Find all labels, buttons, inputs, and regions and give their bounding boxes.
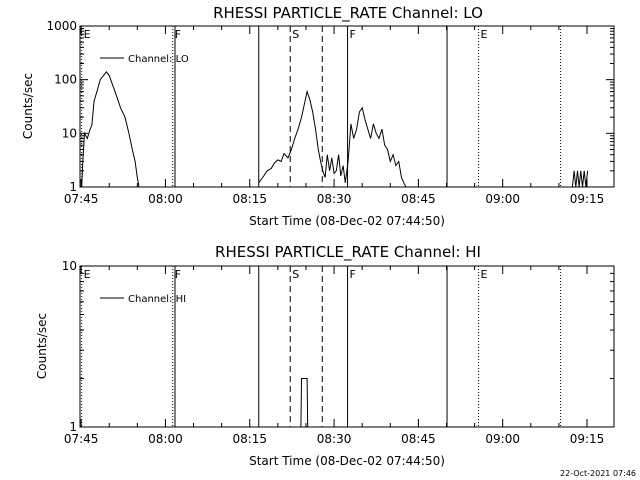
- series-line-segment-0: [81, 70, 140, 188]
- x-tick-label: 08:45: [401, 432, 436, 446]
- marker-label-f-1: F: [175, 28, 181, 41]
- marker-label-e-0: E: [84, 268, 91, 281]
- yticks-hi: 1 10: [62, 259, 614, 434]
- x-tick-label: 09:15: [570, 192, 605, 206]
- series-lo: [81, 70, 589, 188]
- xticks-lo: 07:45 08:00 08:15 08:30 08:45 09:00 09:15: [64, 26, 604, 206]
- yticks-lo: 1 10 100 1000: [46, 19, 614, 194]
- y-tick-label: 1: [69, 420, 77, 434]
- y-axis-label-lo: Counts/sec: [21, 73, 35, 139]
- legend-label-lo: Channel: LO: [128, 54, 189, 65]
- x-tick-label: 07:45: [64, 432, 99, 446]
- series-line-segment-2: [571, 170, 589, 188]
- plot-frame-lo: [79, 25, 615, 188]
- chart-title-lo: RHESSI PARTICLE_RATE Channel: LO: [213, 4, 483, 23]
- x-tick-label: 08:15: [232, 192, 267, 206]
- x-axis-label-lo: Start Time (08-Dec-02 07:44:50): [249, 214, 445, 228]
- x-tick-label: 08:30: [317, 192, 352, 206]
- xticks-hi: 07:45 08:00 08:15 08:30 08:45 09:00 09:15: [64, 266, 604, 446]
- x-tick-label: 09:00: [485, 432, 520, 446]
- x-tick-label: 09:00: [485, 192, 520, 206]
- y-tick-label: 1000: [46, 19, 77, 33]
- x-tick-label: 08:00: [148, 192, 183, 206]
- marker-label-s-4: S: [292, 28, 299, 41]
- marker-label-f-6: F: [350, 28, 356, 41]
- x-axis-label-hi: Start Time (08-Dec-02 07:44:50): [249, 454, 445, 468]
- marker-label-f-1: F: [175, 268, 181, 281]
- marker-label-s-4: S: [292, 268, 299, 281]
- marker-label-e-8: E: [481, 28, 488, 41]
- series-line-segment-0: [300, 378, 309, 428]
- y-tick-label: 100: [54, 73, 77, 87]
- timestamp-footer: 22-Oct-2021 07:46: [560, 469, 636, 478]
- marker-label-f-6: F: [350, 268, 356, 281]
- x-tick-label: 08:15: [232, 432, 267, 446]
- y-tick-label: 1: [69, 180, 77, 194]
- y-axis-label-hi: Counts/sec: [35, 313, 49, 379]
- panel-lo: RHESSI PARTICLE_RATE Channel: LO E F S F E 0…: [21, 4, 615, 228]
- legend-label-hi: Channel: HI: [128, 294, 186, 305]
- x-tick-label: 07:45: [64, 192, 99, 206]
- x-tick-label: 09:15: [570, 432, 605, 446]
- chart-title-hi: RHESSI PARTICLE_RATE Channel: HI: [215, 243, 481, 262]
- y-tick-label: 10: [62, 259, 77, 273]
- x-tick-label: 08:30: [317, 432, 352, 446]
- x-tick-label: 08:00: [148, 432, 183, 446]
- plot-frame-hi: [79, 265, 615, 428]
- series-line-segment-1: [258, 89, 407, 188]
- x-tick-label: 08:45: [401, 192, 436, 206]
- series-hi: [300, 378, 309, 428]
- marker-label-e-0: E: [84, 28, 91, 41]
- panel-hi: RHESSI PARTICLE_RATE Channel: HI E F S F E 0…: [35, 243, 615, 468]
- marker-label-e-8: E: [481, 268, 488, 281]
- y-tick-label: 10: [62, 126, 77, 140]
